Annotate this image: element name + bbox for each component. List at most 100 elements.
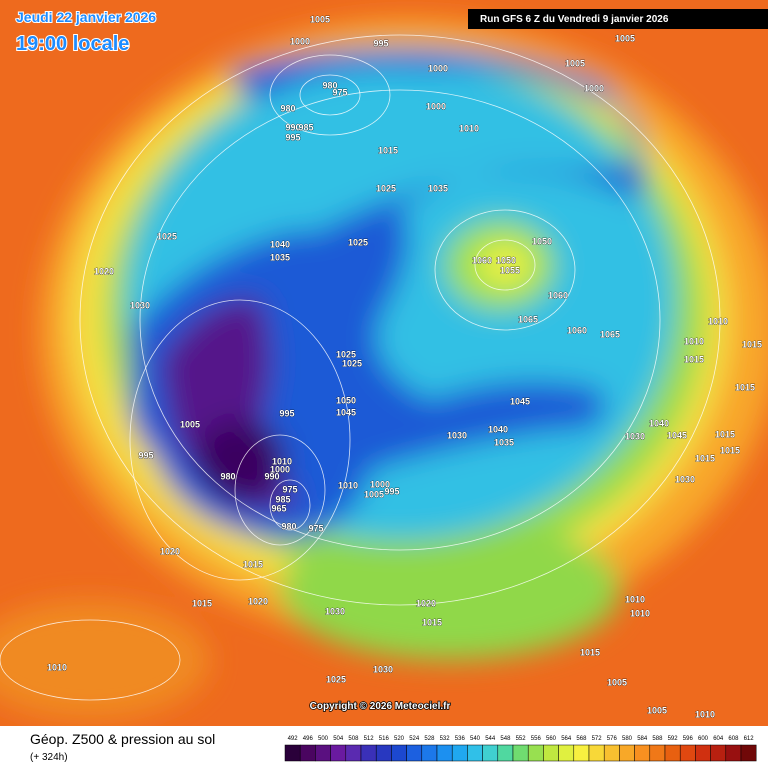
- pressure-label: 1025: [342, 358, 362, 368]
- pressure-label: 1045: [667, 430, 687, 440]
- pressure-label: 1030: [447, 430, 467, 440]
- legend-level: 612: [744, 736, 755, 742]
- isobar: [129, 299, 351, 581]
- pressure-label: 1000: [270, 464, 290, 474]
- z500-zone: [280, 520, 620, 660]
- legend-level: 604: [713, 736, 724, 742]
- isobar: [299, 74, 361, 116]
- legend-swatch: [588, 744, 605, 762]
- pressure-label: 1030: [373, 664, 393, 674]
- pressure-label: 995: [138, 450, 153, 460]
- pressure-label: 1065: [518, 314, 538, 324]
- pressure-label: 1030: [325, 606, 345, 616]
- pressure-label: 1010: [338, 480, 358, 490]
- pressure-label: 980: [281, 521, 296, 531]
- legend-swatch: [482, 744, 499, 762]
- legend-level: 596: [683, 736, 694, 742]
- pressure-label: 1010: [272, 456, 292, 466]
- legend-level: 584: [637, 736, 648, 742]
- isobar: [0, 619, 181, 701]
- pressure-label: 1000: [370, 479, 390, 489]
- pressure-label: 1010: [708, 316, 728, 326]
- lead-time: (+ 324h): [30, 752, 68, 763]
- legend-swatch: [315, 744, 331, 762]
- pressure-label: 1035: [494, 437, 514, 447]
- pressure-label: 1040: [270, 239, 290, 249]
- pressure-label: 1060: [548, 290, 568, 300]
- pressure-label: 975: [282, 484, 297, 494]
- pressure-label: 980: [220, 471, 235, 481]
- legend-swatch: [543, 744, 559, 762]
- pressure-label: 1010: [459, 123, 479, 133]
- legend-swatch: [391, 744, 407, 762]
- pressure-label: 1025: [336, 349, 356, 359]
- isobar: [269, 54, 391, 136]
- run-info: Run GFS 6 Z du Vendredi 9 janvier 2026: [480, 14, 669, 25]
- legend-swatch: [451, 744, 468, 762]
- pressure-label: 1000: [290, 36, 310, 46]
- pressure-label: 1060: [472, 255, 492, 265]
- pressure-label: 1035: [270, 252, 290, 262]
- pressure-label: 1005: [647, 705, 667, 715]
- legend-level: 536: [455, 736, 466, 742]
- copyright: Copyright © 2026 Meteociel.fr: [310, 701, 451, 712]
- legend-level: 532: [440, 736, 451, 742]
- legend-swatch: [299, 744, 316, 762]
- legend-swatch: [740, 744, 757, 762]
- pressure-label: 1015: [192, 598, 212, 608]
- pressure-label: 1000: [428, 63, 448, 73]
- legend-level: 560: [546, 736, 557, 742]
- pressure-label: 1025: [326, 674, 346, 684]
- legend-level: 592: [668, 736, 679, 742]
- pressure-label: 1035: [428, 183, 448, 193]
- legend-swatch: [497, 744, 514, 762]
- pressure-label: 1005: [310, 14, 330, 24]
- pressure-label: 1030: [625, 431, 645, 441]
- legend-level: 528: [424, 736, 435, 742]
- legend-level: 504: [333, 736, 344, 742]
- pressure-label: 1050: [336, 395, 356, 405]
- pressure-label: 1030: [675, 474, 695, 484]
- pressure-label: 1015: [715, 429, 735, 439]
- legend-swatch: [710, 744, 727, 762]
- pressure-label: 1025: [348, 237, 368, 247]
- legend-swatch: [634, 744, 651, 762]
- legend-swatch: [467, 744, 483, 762]
- legend-swatch: [603, 744, 620, 762]
- pressure-label: 1005: [364, 489, 384, 499]
- footer-title: Géop. Z500 & pression au sol: [30, 731, 215, 747]
- legend-swatch: [436, 744, 453, 762]
- legend-swatch: [649, 744, 666, 762]
- legend-level: 512: [364, 736, 375, 742]
- isobar: [269, 479, 311, 531]
- pressure-label: 995: [285, 132, 300, 142]
- pressure-label: 1000: [584, 83, 604, 93]
- pressure-label: 1040: [488, 424, 508, 434]
- pressure-label: 1015: [735, 382, 755, 392]
- pressure-label: 1020: [94, 266, 114, 276]
- legend-swatch: [695, 744, 711, 762]
- legend-swatch: [527, 744, 544, 762]
- pressure-label: 1020: [248, 596, 268, 606]
- valid-time: Jeudi 22 janvier 2026: [16, 9, 156, 25]
- pressure-label: 1030: [130, 300, 150, 310]
- legend-swatch: [619, 744, 635, 762]
- legend-swatch: [330, 744, 347, 762]
- pressure-label: 965: [271, 503, 286, 513]
- legend-level: 540: [470, 736, 481, 742]
- legend-level: 524: [409, 736, 420, 742]
- legend-level: 568: [576, 736, 587, 742]
- pressure-label: 1015: [378, 145, 398, 155]
- legend-swatch: [725, 744, 742, 762]
- pressure-label: 1005: [615, 33, 635, 43]
- isobars: [0, 34, 721, 701]
- legend-level: 508: [348, 736, 359, 742]
- isobar: [139, 89, 661, 551]
- pressure-label: 995: [279, 408, 294, 418]
- legend-swatch: [664, 744, 681, 762]
- pressure-label: 1025: [157, 231, 177, 241]
- legend-swatch: [360, 744, 377, 762]
- legend-level: 600: [698, 736, 709, 742]
